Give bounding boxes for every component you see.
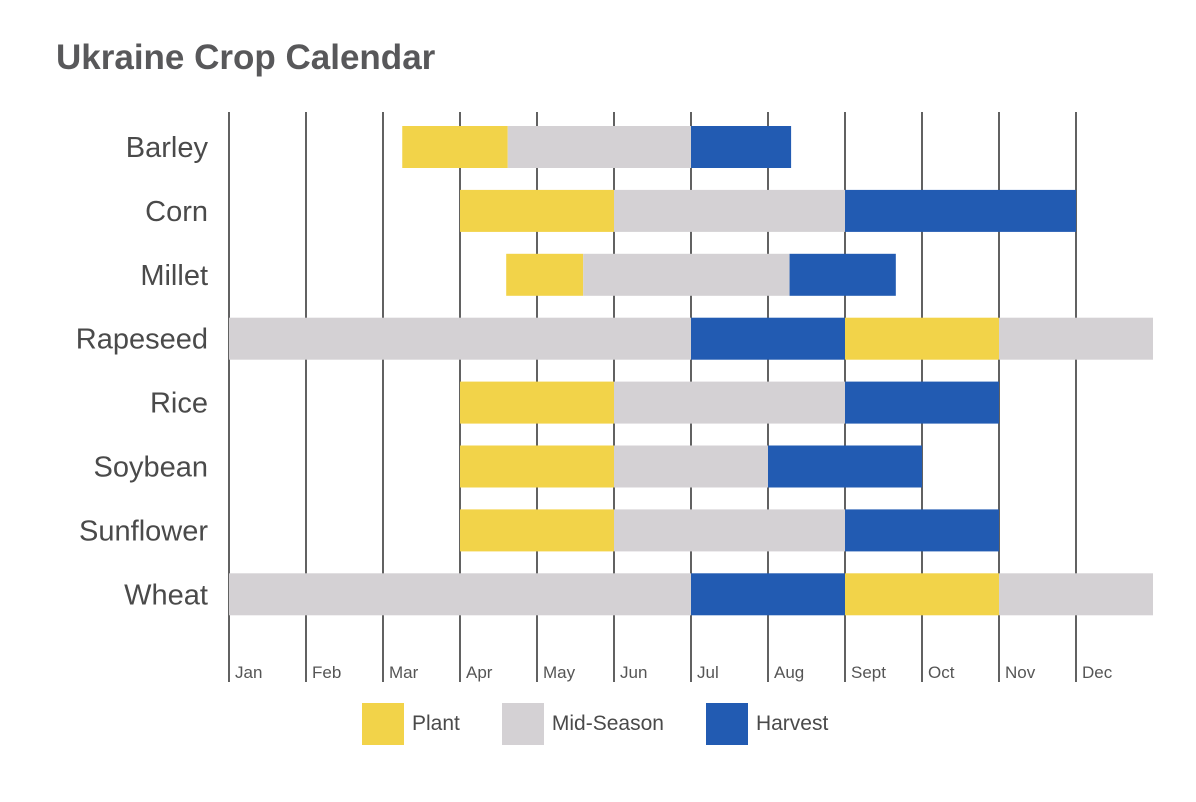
bar-rapeseed-mid-season-3 bbox=[999, 317, 1153, 360]
bar-rice-mid-season-1 bbox=[614, 381, 845, 424]
crop-label-barley: Barley bbox=[126, 132, 209, 164]
legend-swatch-harvest bbox=[705, 703, 748, 745]
tick-label-jul: Jul bbox=[697, 663, 719, 682]
legend: Plant Mid-Season Harvest bbox=[362, 703, 870, 745]
tick-label-sept: Sept bbox=[851, 663, 886, 682]
crop-label-sunflower: Sunflower bbox=[79, 515, 208, 547]
tick-label-mar: Mar bbox=[389, 663, 419, 682]
chart-title: Ukraine Crop Calendar bbox=[56, 38, 436, 77]
crop-label-rapeseed: Rapeseed bbox=[76, 324, 208, 356]
tick-label-apr: Apr bbox=[466, 663, 493, 682]
bar-rice-plant-0 bbox=[460, 381, 614, 424]
bar-rapeseed-plant-2 bbox=[845, 317, 999, 360]
bar-soybean-plant-0 bbox=[460, 445, 614, 488]
bar-wheat-plant-2 bbox=[845, 573, 999, 616]
legend-label-plant: Plant bbox=[412, 712, 460, 735]
legend-item-plant: Plant bbox=[362, 703, 460, 745]
tick-label-jun: Jun bbox=[620, 663, 647, 682]
bar-barley-plant-0 bbox=[402, 126, 508, 168]
tick-label-feb: Feb bbox=[312, 663, 341, 682]
crop-label-millet: Millet bbox=[140, 260, 208, 292]
bar-sunflower-plant-0 bbox=[460, 509, 614, 552]
bar-wheat-mid-season-3 bbox=[999, 573, 1153, 616]
bar-corn-plant-0 bbox=[460, 189, 614, 232]
bar-rice-harvest-2 bbox=[845, 381, 999, 424]
bar-soybean-harvest-2 bbox=[768, 445, 922, 488]
legend-item-mid-season: Mid-Season bbox=[501, 703, 664, 745]
tick-label-may: May bbox=[543, 663, 576, 682]
bar-wheat-mid-season-0 bbox=[229, 573, 691, 616]
crop-label-soybean: Soybean bbox=[94, 452, 209, 484]
bar-barley-mid-season-1 bbox=[507, 126, 691, 168]
bar-wheat-harvest-1 bbox=[691, 573, 845, 616]
legend-item-harvest: Harvest bbox=[705, 703, 829, 745]
crop-label-corn: Corn bbox=[145, 196, 208, 228]
legend-swatch-mid-season bbox=[501, 703, 544, 745]
bar-soybean-mid-season-1 bbox=[614, 445, 768, 488]
bar-millet-harvest-2 bbox=[789, 253, 896, 296]
bar-sunflower-harvest-2 bbox=[845, 509, 999, 552]
bar-millet-plant-0 bbox=[506, 253, 584, 296]
crop-label-rice: Rice bbox=[150, 388, 208, 420]
bar-corn-mid-season-1 bbox=[614, 189, 845, 232]
tick-label-jan: Jan bbox=[235, 663, 262, 682]
tick-label-oct: Oct bbox=[928, 663, 955, 682]
crop-label-wheat: Wheat bbox=[124, 579, 208, 611]
legend-label-harvest: Harvest bbox=[755, 712, 829, 735]
legend-label-mid-season: Mid-Season bbox=[551, 712, 664, 735]
bar-rapeseed-harvest-1 bbox=[691, 317, 845, 360]
legend-swatch-plant bbox=[362, 703, 404, 745]
bar-sunflower-mid-season-1 bbox=[614, 509, 845, 552]
bar-rapeseed-mid-season-0 bbox=[229, 317, 691, 360]
tick-label-aug: Aug bbox=[774, 663, 804, 682]
bar-millet-mid-season-1 bbox=[583, 253, 790, 296]
bar-corn-harvest-2 bbox=[845, 189, 1076, 232]
tick-label-dec: Dec bbox=[1082, 663, 1113, 682]
bar-barley-harvest-2 bbox=[691, 126, 792, 168]
tick-label-nov: Nov bbox=[1005, 663, 1036, 682]
